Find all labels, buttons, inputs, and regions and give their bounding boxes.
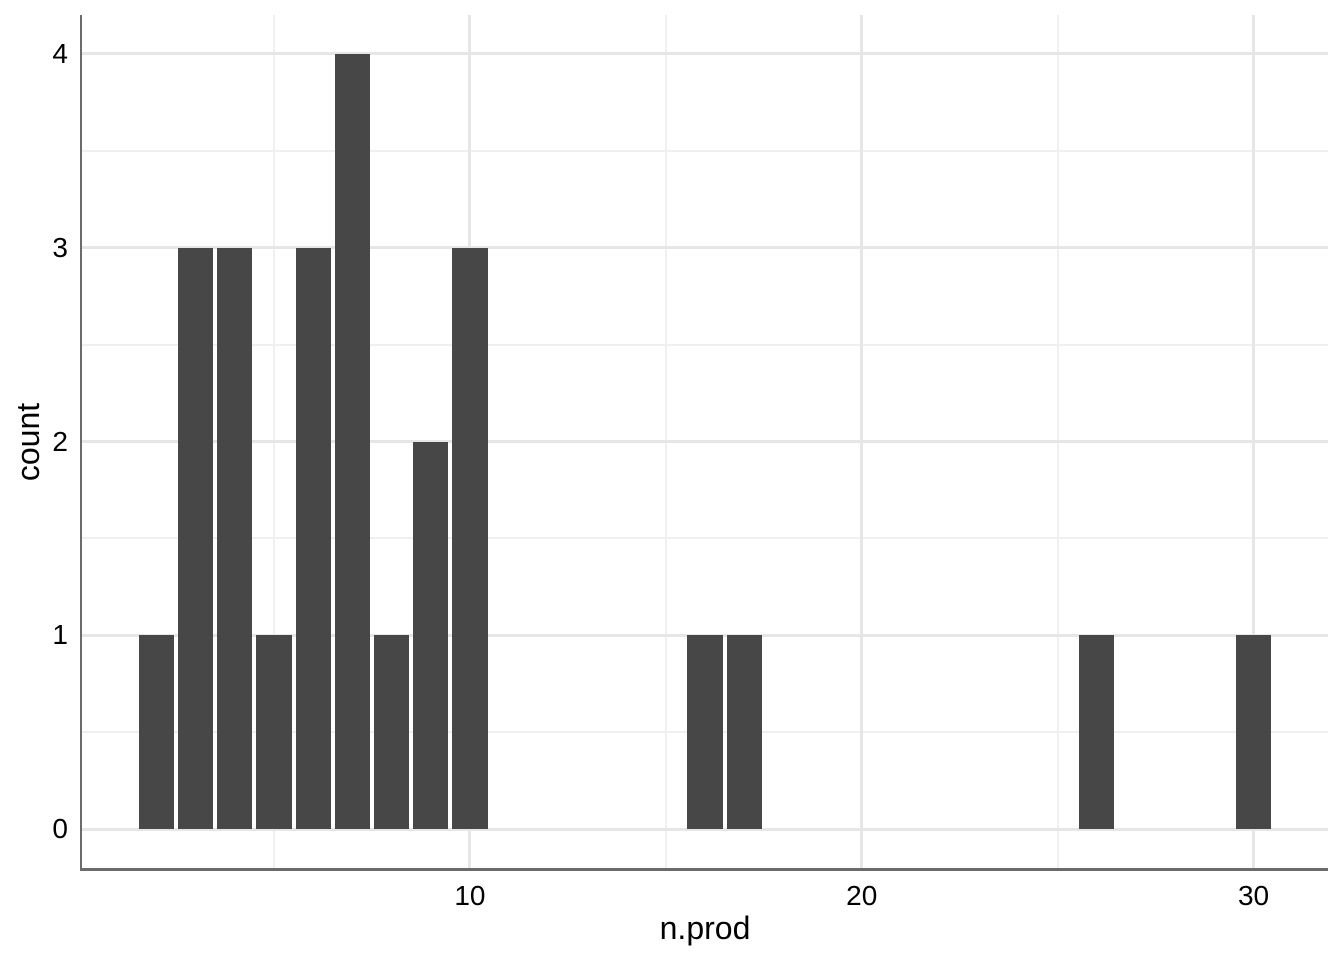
y-major-gridline	[82, 52, 1328, 56]
x-axis-title: n.prod	[659, 910, 751, 946]
histogram-bar	[295, 247, 331, 830]
y-major-gridline	[82, 827, 1328, 831]
plot-panel	[82, 15, 1328, 868]
histogram-bar	[1235, 635, 1272, 830]
histogram-bar	[726, 635, 762, 830]
histogram-bar	[373, 635, 410, 830]
histogram-bar	[177, 247, 214, 830]
x-major-gridline	[860, 15, 864, 868]
y-major-gridline	[82, 246, 1328, 250]
x-axis-line	[79, 868, 1328, 871]
histogram-bar	[138, 635, 175, 830]
y-axis-title: count	[10, 402, 46, 481]
histogram-bar	[1079, 635, 1115, 830]
x-tick-label: 10	[454, 880, 486, 911]
y-tick-label: 4	[52, 37, 68, 69]
y-tick-label: 0	[52, 813, 68, 845]
histogram-bar	[413, 441, 449, 830]
y-minor-gridline	[82, 537, 1328, 540]
y-major-gridline	[82, 440, 1328, 443]
y-tick-label: 3	[52, 231, 68, 263]
y-tick-label: 1	[52, 619, 68, 651]
x-tick-label: 20	[846, 880, 878, 911]
histogram-bar	[334, 53, 370, 830]
x-major-gridline	[1252, 15, 1256, 868]
histogram-bar	[452, 247, 488, 830]
histogram-bar	[687, 635, 723, 830]
y-axis-line	[79, 15, 82, 871]
y-minor-gridline	[82, 149, 1328, 152]
x-tick-label: 30	[1237, 880, 1270, 911]
y-tick-label: 2	[52, 425, 68, 457]
y-minor-gridline	[82, 343, 1328, 346]
histogram-bar	[256, 635, 292, 830]
histogram-bar	[217, 247, 253, 830]
